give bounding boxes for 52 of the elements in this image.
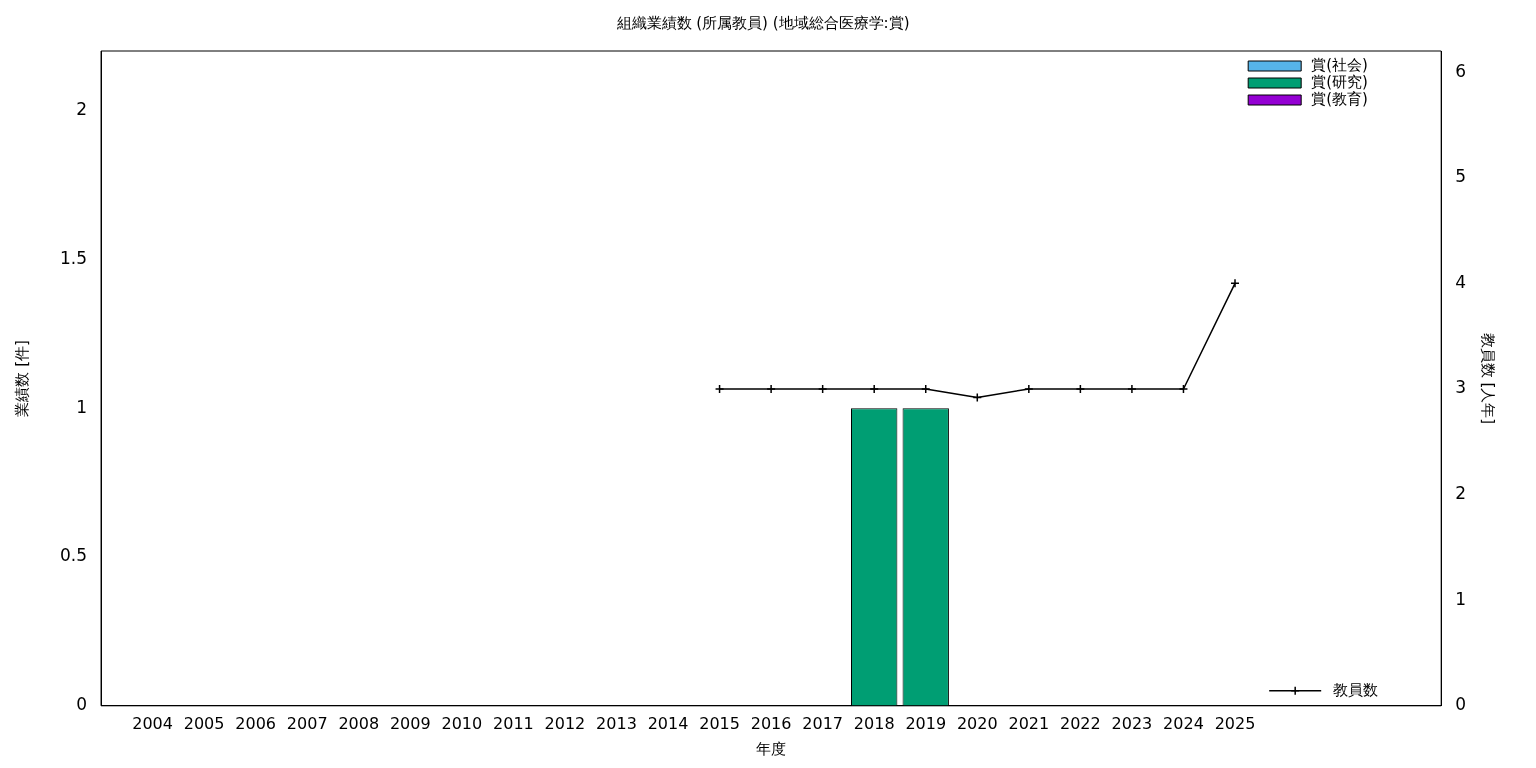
- point: [1075, 384, 1086, 394]
- y-tick-label: 1: [76, 396, 88, 417]
- x-tick-label: 2014: [647, 713, 689, 733]
- chart-title: 組織業績数 (所属教員) (地域総合医療学:賞): [615, 13, 910, 32]
- point: [817, 384, 828, 394]
- legend-label: 賞(研究): [1311, 72, 1368, 91]
- x-tick-label: 2010: [441, 713, 483, 733]
- x-tick-label: 2012: [544, 713, 586, 733]
- x-tick-label: 2025: [1214, 713, 1256, 733]
- y-axis-title: 業績数 [件]: [12, 340, 31, 417]
- y2-tick-label: 0: [1455, 694, 1467, 715]
- legend-label: 賞(社会): [1311, 55, 1368, 74]
- point: [1178, 384, 1189, 394]
- y2-tick-label: 6: [1455, 60, 1467, 81]
- x-tick-label: 2023: [1111, 713, 1153, 733]
- y2-axis-title: 教員数 [人年]: [1479, 332, 1498, 425]
- x-tick-label: 2024: [1163, 713, 1204, 733]
- x-tick-label: 2021: [1008, 713, 1050, 733]
- x-tick-label: 2022: [1060, 713, 1101, 733]
- legend-label: 教員数: [1333, 680, 1379, 699]
- point: [1230, 278, 1240, 289]
- y2-tick-label: 5: [1455, 166, 1467, 187]
- y-tick-label: 1.5: [59, 247, 88, 268]
- y-tick-label: 0: [76, 694, 88, 715]
- x-tick-label: 2006: [235, 713, 277, 733]
- x-tick-label: 2015: [699, 713, 740, 733]
- point: [1024, 384, 1034, 394]
- y2-tick-label: 1: [1455, 588, 1467, 609]
- x-tick-label: 2016: [750, 713, 792, 733]
- point: [920, 384, 931, 394]
- x-tick-label: 2009: [389, 713, 431, 733]
- x-tick-label: 2005: [183, 713, 225, 733]
- y-tick-label: 0.5: [59, 545, 88, 566]
- x-tick-label: 2018: [853, 713, 895, 733]
- x-tick-label: 2011: [493, 713, 534, 733]
- point: [766, 384, 776, 394]
- x-tick-label: 2008: [338, 713, 380, 733]
- y2-tick-label: 4: [1455, 271, 1467, 292]
- y2-tick-label: 2: [1455, 483, 1467, 503]
- legend-label: 賞(教育): [1311, 89, 1368, 108]
- point: [869, 384, 879, 394]
- y2-tick-label: 3: [1455, 377, 1467, 398]
- y-tick-label: 2: [76, 98, 88, 119]
- x-tick-label: 2019: [905, 713, 947, 733]
- x-tick-label: 2020: [956, 713, 998, 733]
- x-tick-label: 2017: [802, 713, 844, 733]
- x-tick-label: 2007: [286, 713, 328, 733]
- point: [1127, 384, 1137, 394]
- x-tick-label: 2013: [596, 713, 637, 733]
- x-axis-title: 年度: [756, 739, 787, 758]
- x-tick-label: 2004: [132, 713, 173, 733]
- point: [714, 384, 725, 394]
